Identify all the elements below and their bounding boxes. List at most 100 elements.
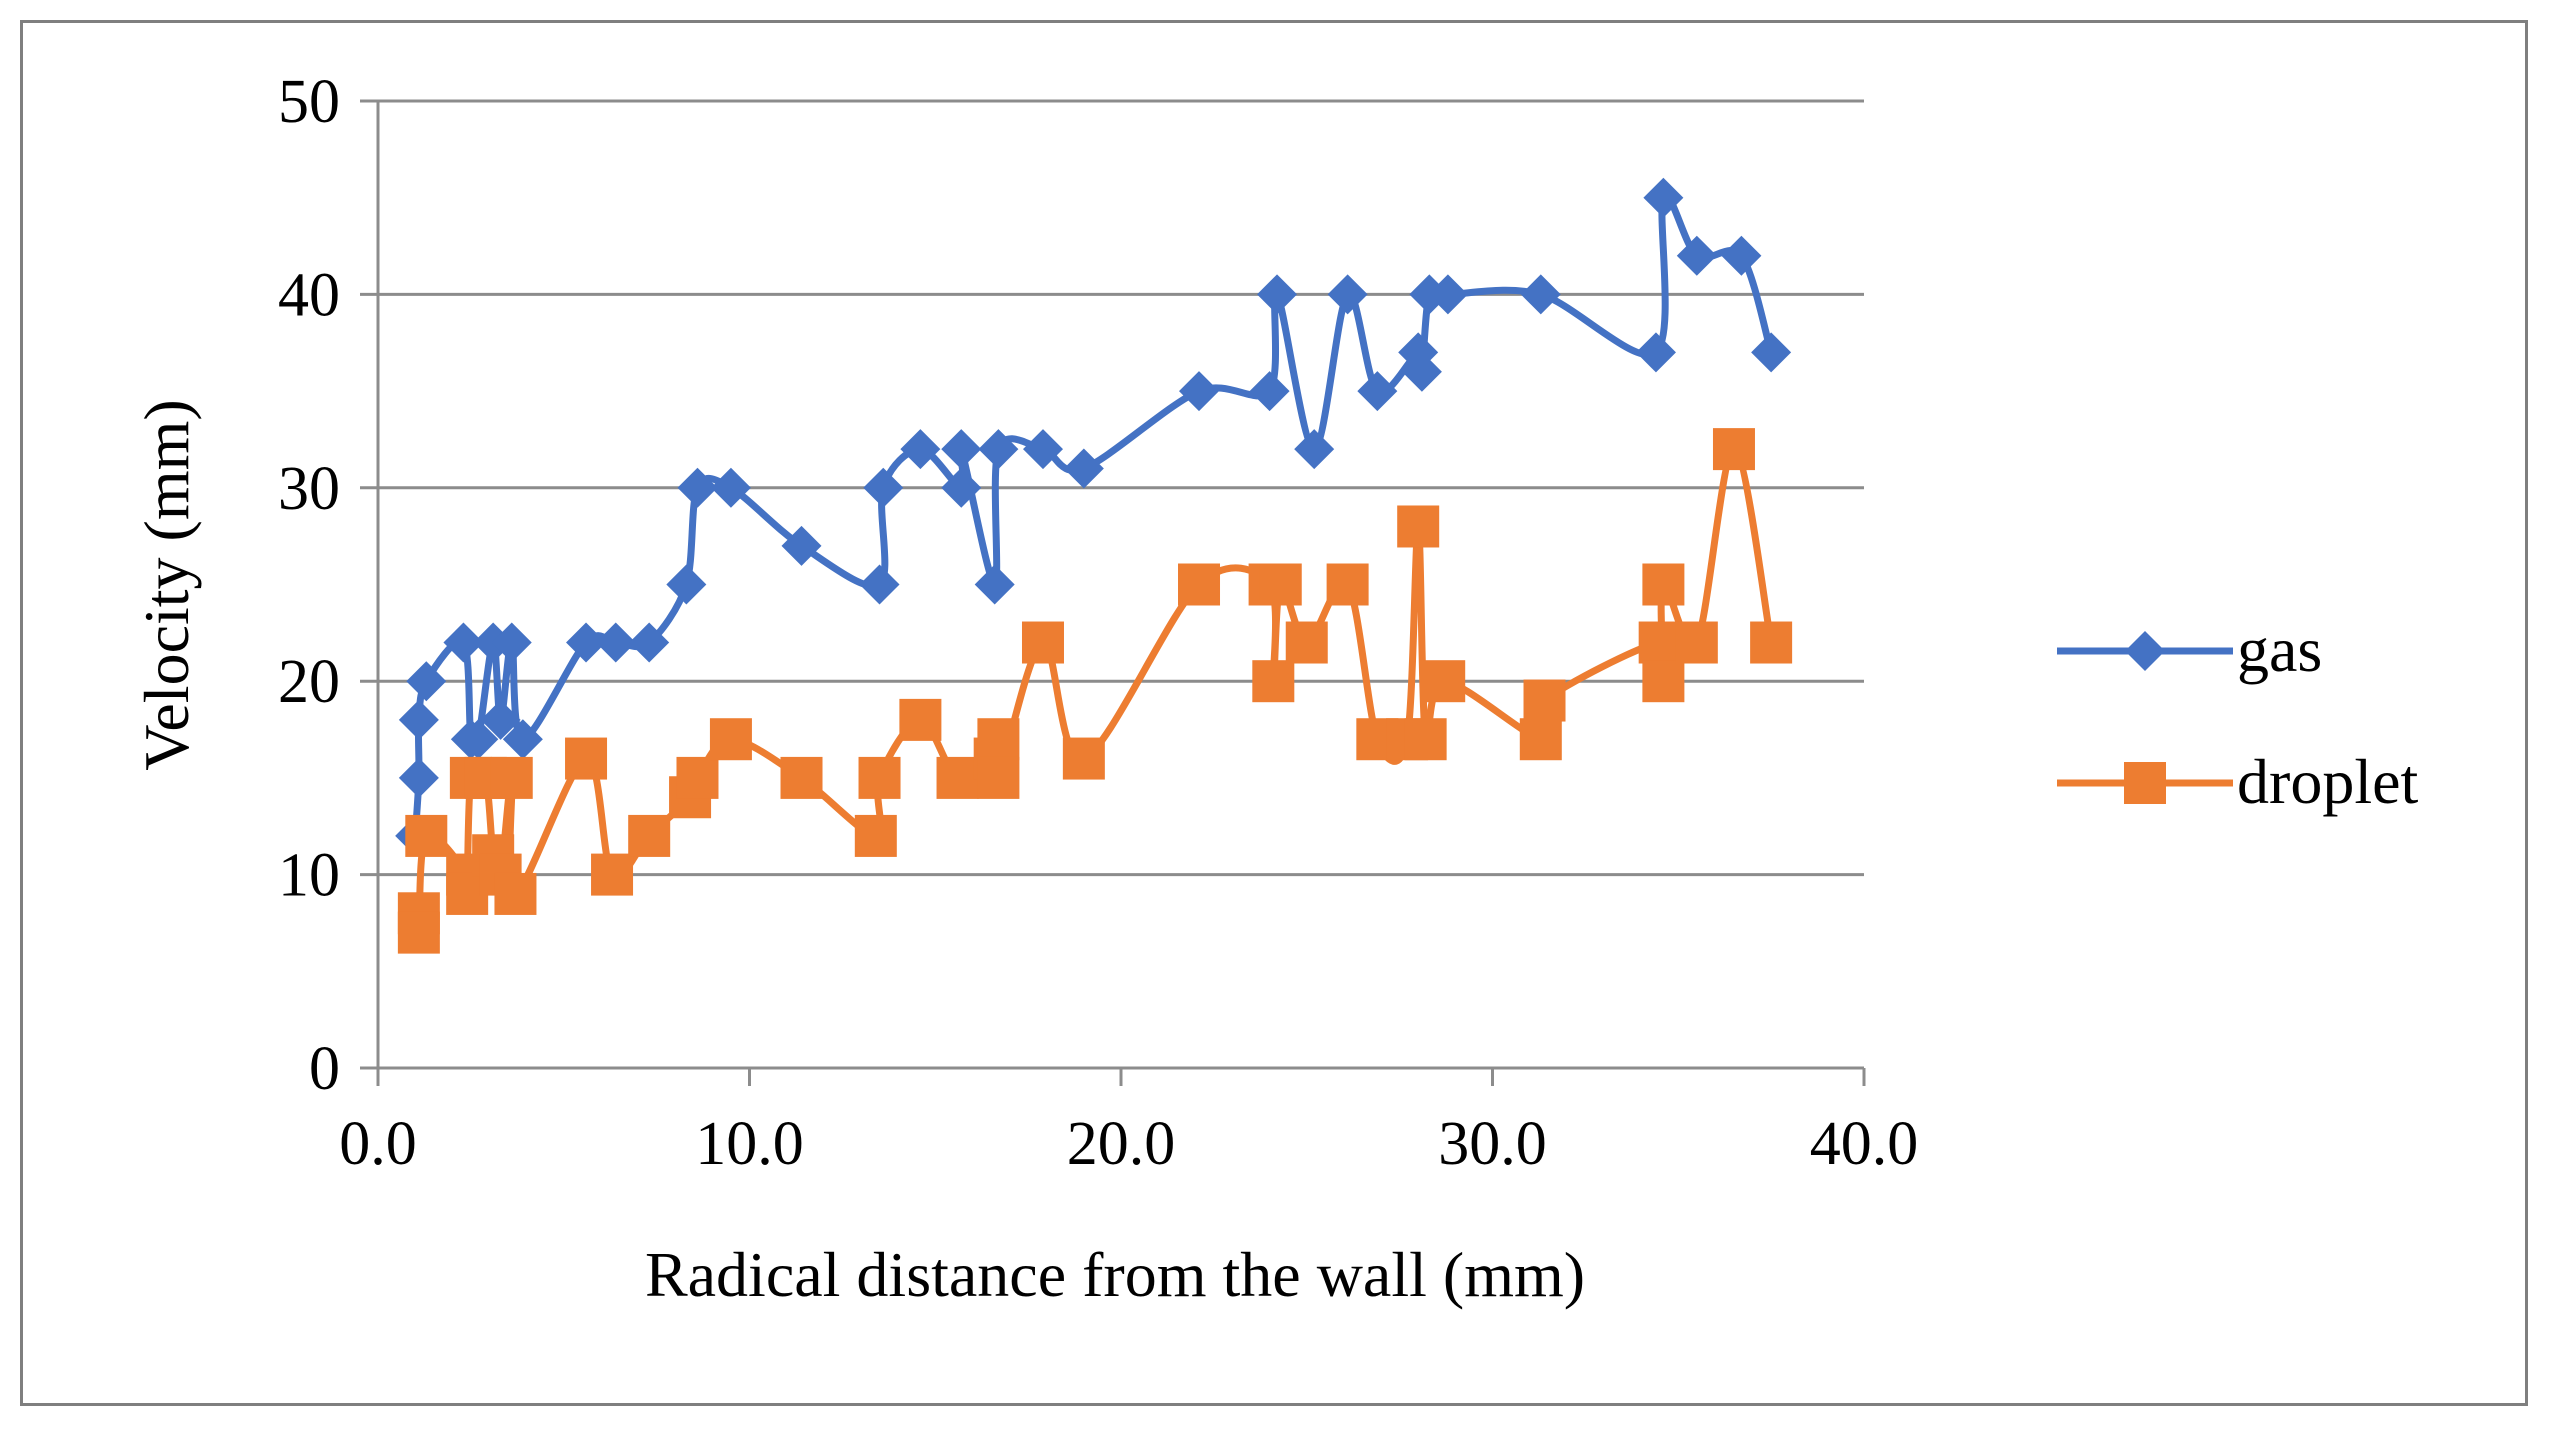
gas-point-29 [1257, 274, 1298, 315]
droplet-point-44 [1712, 428, 1755, 471]
gas-point-9 [491, 622, 532, 663]
droplet-point-32 [1326, 563, 1369, 606]
legend: gas droplet [2057, 614, 2419, 817]
droplet-point-40 [1638, 621, 1681, 664]
gas-point-21 [941, 467, 982, 508]
gas-point-11 [566, 622, 607, 663]
gridlines [378, 99, 1864, 877]
gas-point-39 [1643, 177, 1684, 218]
droplet-point-35 [1397, 505, 1440, 548]
gas-point-38 [1635, 332, 1676, 373]
gas-point-25 [1022, 429, 1063, 470]
gas-point-30 [1294, 429, 1335, 470]
legend-marker-droplet [2124, 762, 2166, 804]
droplet-point-1 [397, 911, 440, 954]
gas-point-27 [1179, 371, 1220, 412]
gas-point-14 [666, 564, 707, 605]
gas-point-24 [978, 429, 1019, 470]
chart-frame [20, 20, 2528, 1406]
gas-point-20 [900, 429, 941, 470]
gas-point-42 [1751, 332, 1792, 373]
droplet-point-21 [936, 756, 979, 799]
x-tick-label-3: 30.0 [1438, 1110, 1547, 1178]
x-tick-label-1: 10.0 [695, 1110, 804, 1178]
gas-point-10 [502, 719, 543, 760]
y-tick-label-4: 40 [278, 261, 340, 329]
droplet-point-20 [899, 698, 942, 741]
gas-point-17 [781, 525, 822, 566]
droplet-point-29 [1252, 660, 1295, 703]
gas-point-6 [458, 719, 499, 760]
droplet-point-24 [977, 756, 1020, 799]
legend-label-droplet: droplet [2237, 746, 2419, 817]
gas-point-37 [1520, 274, 1561, 315]
droplet-point-17 [780, 756, 823, 799]
x-tick-label-4: 40.0 [1810, 1110, 1919, 1178]
legend-item-droplet: droplet [2057, 746, 2419, 817]
gas-point-1 [398, 757, 439, 798]
y-tick-label-1: 10 [278, 842, 340, 910]
droplet-point-27 [1178, 563, 1221, 606]
gas-point-41 [1721, 235, 1762, 276]
droplet-point-16 [709, 718, 752, 761]
droplet-point-18 [854, 814, 897, 857]
y-tick-label-2: 20 [278, 648, 340, 716]
legend-item-gas: gas [2057, 614, 2322, 685]
gas-point-12 [595, 622, 636, 663]
droplet-point-43 [1675, 621, 1718, 664]
gas-point-2 [398, 699, 439, 740]
gas-point-15 [677, 467, 718, 508]
y-tick-label-0: 0 [309, 1035, 340, 1103]
x-tick-label-2: 20.0 [1067, 1110, 1176, 1178]
gas-point-22 [941, 429, 982, 470]
gas-point-36 [1427, 274, 1468, 315]
droplet-point-38 [1519, 718, 1562, 761]
droplet-point-2 [405, 814, 448, 857]
gas-point-26 [1063, 448, 1104, 489]
droplet-point-10 [494, 872, 537, 915]
gas-point-32 [1357, 371, 1398, 412]
droplet-point-15 [676, 756, 719, 799]
droplet-point-11 [565, 737, 608, 780]
y-tick-label-5: 50 [278, 68, 340, 136]
y-axis-title: Velocity (mm) [131, 399, 202, 770]
droplet-point-39 [1523, 679, 1566, 722]
y-tick-labels: 0 10 20 30 40 50 [278, 68, 340, 1103]
droplet-point-37 [1423, 660, 1466, 703]
x-tick-label-0: 0.0 [339, 1110, 417, 1178]
series-gas [395, 177, 1792, 856]
gas-point-40 [1676, 235, 1717, 276]
droplet-point-23 [977, 718, 1020, 761]
gas-point-8 [480, 699, 521, 740]
axes [360, 99, 1866, 1086]
gas-point-31 [1327, 274, 1368, 315]
gas-point-18 [859, 564, 900, 605]
legend-marker-gas [2125, 631, 2165, 671]
x-axis-title: Radical distance from the wall (mm) [645, 1239, 1585, 1310]
series-layer [395, 177, 1793, 954]
droplet-point-13 [628, 814, 671, 857]
droplet-point-12 [591, 853, 634, 896]
droplet-point-36 [1404, 718, 1447, 761]
droplet-point-41 [1642, 660, 1685, 703]
gas-point-28 [1249, 371, 1290, 412]
series-droplet [397, 428, 1793, 954]
gas-point-16 [710, 467, 751, 508]
droplet-point-25 [1021, 621, 1064, 664]
droplet-point-45 [1750, 621, 1793, 664]
gas-point-23 [974, 564, 1015, 605]
gas-point-19 [863, 467, 904, 508]
gas-point-34 [1401, 351, 1442, 392]
droplet-point-26 [1062, 737, 1105, 780]
droplet-point-42 [1642, 563, 1685, 606]
droplet-point-30 [1259, 563, 1302, 606]
y-tick-label-3: 30 [278, 455, 340, 523]
gas-point-4 [443, 622, 484, 663]
x-tick-labels: 0.0 10.0 20.0 30.0 40.0 [339, 1110, 1918, 1178]
gas-point-3 [406, 661, 447, 702]
gas-point-13 [629, 622, 670, 663]
legend-label-gas: gas [2237, 614, 2322, 685]
droplet-point-31 [1285, 621, 1328, 664]
droplet-point-9 [490, 756, 533, 799]
